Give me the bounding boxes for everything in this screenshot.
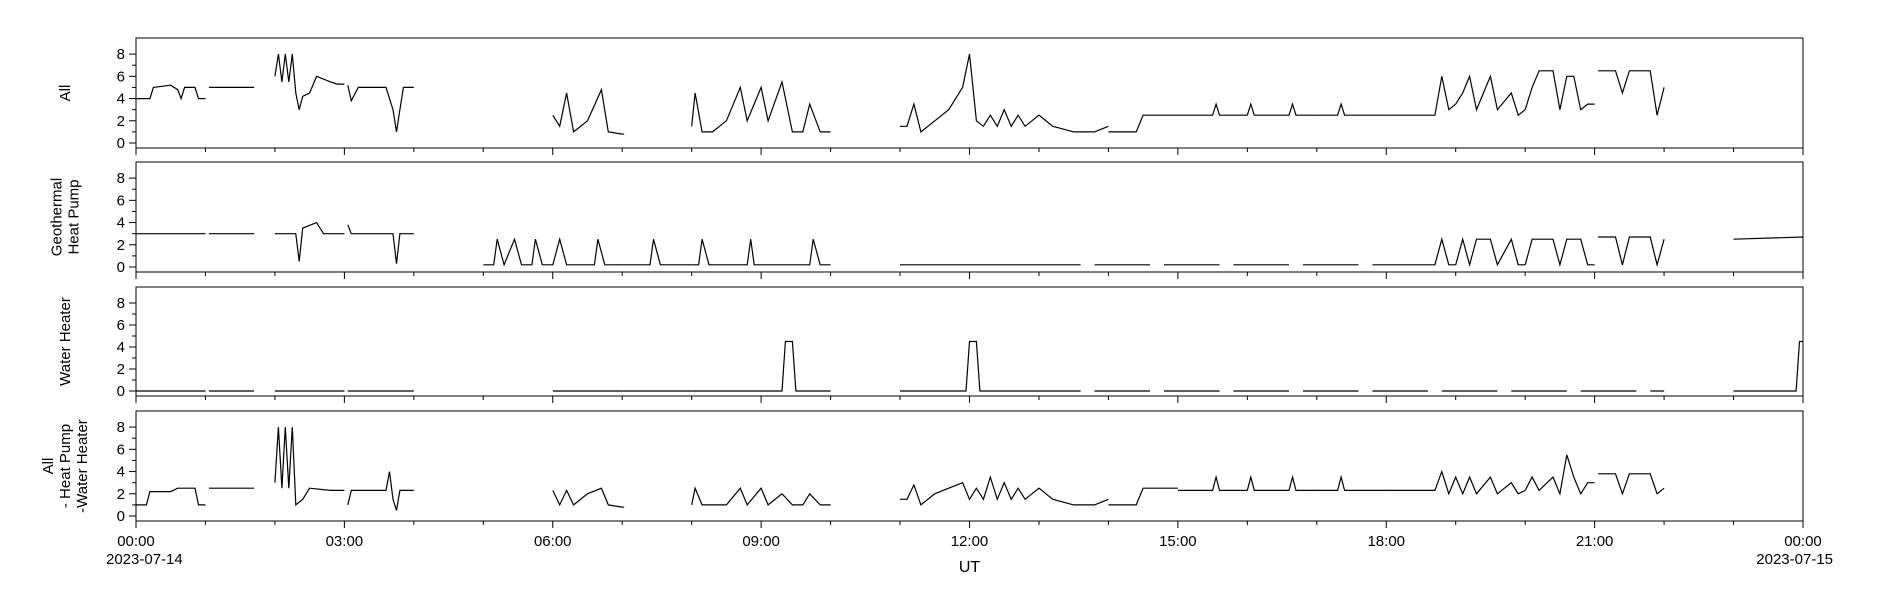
x-tick-date-label: 2023-07-14 — [106, 551, 183, 568]
y-tick-label: 8 — [117, 46, 125, 63]
y-axis-label: All — [40, 458, 57, 475]
x-tick-label: 18:00 — [1367, 533, 1405, 550]
series-segment — [136, 84, 206, 101]
y-tick-label: 0 — [117, 383, 125, 400]
series-segment — [1177, 474, 1248, 491]
series-segment — [552, 87, 623, 135]
x-tick-label: 15:00 — [1159, 533, 1197, 550]
series-segment — [483, 236, 623, 267]
y-tick-label: 8 — [117, 295, 125, 312]
y-tick-label: 0 — [117, 508, 125, 525]
series-segment — [1246, 102, 1317, 116]
series-segment — [900, 53, 1109, 133]
panel-1: 0 2 4 6 8 All — [57, 37, 1804, 155]
y-tick-label: 2 — [117, 361, 125, 378]
panel-frame — [135, 161, 1804, 273]
series-segment — [347, 224, 414, 264]
series-segment — [691, 486, 831, 507]
series-segment — [1598, 236, 1665, 268]
y-axis-label: Water Heater — [57, 297, 74, 386]
series-segment — [1524, 70, 1595, 111]
x-tick-date-label: 2023-07-15 — [1756, 551, 1833, 568]
series-segment — [1386, 74, 1526, 117]
y-tick-label: 4 — [117, 91, 125, 108]
x-tick-label: 00:00 — [1784, 533, 1822, 550]
y-tick-label: 6 — [117, 192, 125, 209]
y-tick-label: 6 — [117, 441, 125, 458]
series-segment — [1316, 102, 1387, 116]
y-axis-label: All — [57, 85, 74, 102]
y-axis-label: - Heat Pump — [57, 424, 74, 508]
series-segment — [274, 54, 345, 110]
series-segment — [622, 239, 692, 266]
series-segment — [1316, 474, 1387, 491]
y-tick-label: 6 — [117, 317, 125, 334]
y-tick-label: 8 — [117, 419, 125, 436]
series-segment — [1386, 469, 1526, 496]
x-axis-label: UT — [959, 559, 981, 576]
panel-2: 0 2 4 6 8 Geothermal Heat Pump — [49, 161, 1804, 279]
panel-frame — [135, 410, 1804, 522]
y-tick-label: 0 — [117, 135, 125, 152]
series-segment — [347, 85, 414, 132]
series-segment — [347, 471, 414, 511]
series-segment — [1455, 236, 1526, 268]
series-segment — [761, 340, 831, 392]
series-segment — [1598, 70, 1665, 116]
series-segment — [691, 239, 762, 266]
y-tick-label: 4 — [117, 339, 125, 356]
series-segment — [552, 487, 623, 508]
x-tick-label: 21:00 — [1576, 533, 1614, 550]
series-segment — [1524, 238, 1595, 268]
series-segment — [900, 340, 1026, 392]
y-tick-label: 4 — [117, 215, 125, 232]
x-tick-label: 03:00 — [326, 533, 364, 550]
y-tick-label: 2 — [117, 486, 125, 503]
x-tick-label: 06:00 — [534, 533, 572, 550]
series-segment — [274, 221, 345, 262]
series-segment — [1372, 236, 1456, 266]
series-segment — [761, 239, 831, 266]
x-tick-label: 12:00 — [951, 533, 989, 550]
y-axis-label: Heat Pump — [66, 179, 83, 254]
y-tick-label: 6 — [117, 68, 125, 85]
series-segment — [1733, 236, 1804, 240]
y-axis-label: Geothermal — [49, 178, 66, 256]
series-segment — [1246, 474, 1317, 491]
y-tick-label: 2 — [117, 237, 125, 254]
y-axis-label: -Water Heater — [74, 419, 91, 513]
series-segment — [1108, 114, 1178, 133]
x-tick-label: 00:00 — [117, 533, 155, 550]
series-segment — [1733, 340, 1803, 392]
series-segment — [691, 79, 831, 133]
series-segment — [136, 487, 206, 506]
y-tick-label: 0 — [117, 259, 125, 276]
panel-3: 0 2 4 6 8 Water Heater — [57, 286, 1804, 403]
series-segment — [1524, 454, 1595, 496]
panel-4: 0 2 4 6 8 All - Heat Pump -Water Heater — [40, 410, 1804, 528]
series-segment — [1108, 487, 1178, 506]
x-tick-label: 09:00 — [742, 533, 780, 550]
y-tick-label: 4 — [117, 464, 125, 481]
series-segment — [274, 427, 345, 507]
series-segment — [1177, 102, 1248, 116]
y-tick-label: 8 — [117, 170, 125, 187]
series-segment — [900, 475, 1109, 506]
y-tick-label: 2 — [117, 113, 125, 130]
series-segment — [1598, 473, 1665, 496]
